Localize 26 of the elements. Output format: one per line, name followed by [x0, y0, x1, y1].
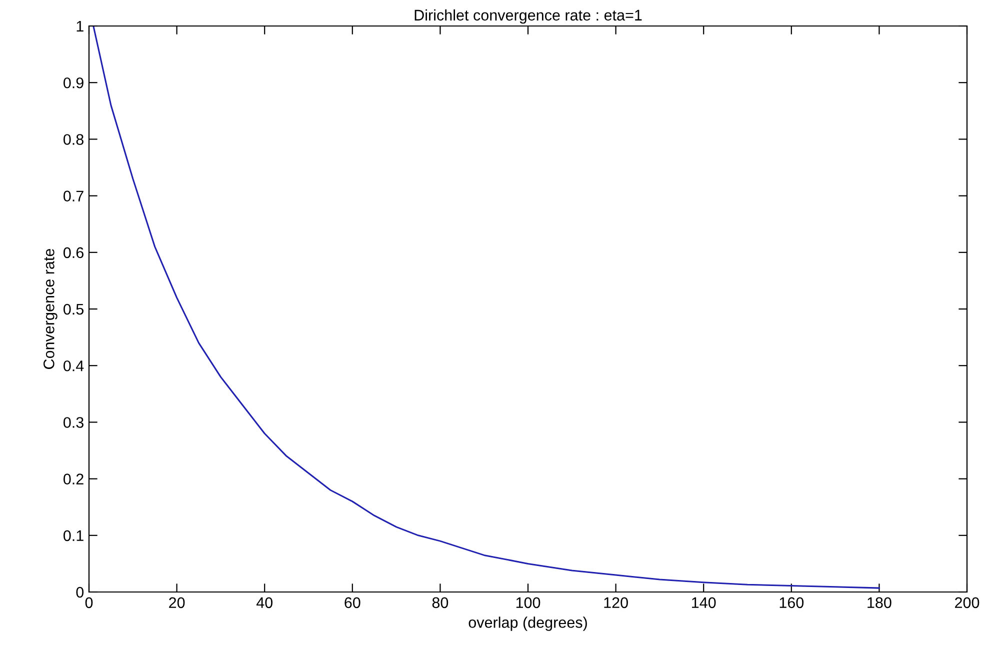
y-tick-label: 0.6	[64, 247, 84, 258]
x-axis-title: overlap (degrees)	[468, 616, 587, 631]
x-tick-label: 0	[85, 597, 93, 608]
y-tick-label: 0.3	[64, 417, 84, 428]
x-tick-label: 100	[516, 597, 540, 608]
y-tick-label: 1	[76, 21, 84, 32]
x-tick-label: 120	[604, 597, 628, 608]
y-tick-label: 0.9	[64, 77, 84, 88]
x-tick-label: 20	[169, 597, 185, 608]
x-tick-label: 60	[344, 597, 360, 608]
y-tick-label: 0.8	[64, 134, 84, 145]
y-tick-label: 0.4	[64, 360, 84, 372]
line-series	[92, 26, 880, 589]
y-tick-label: 0.2	[64, 474, 84, 484]
x-tick-label: 160	[780, 597, 804, 608]
x-tick-label: 200	[955, 597, 980, 608]
x-tick-label: 80	[432, 597, 448, 608]
y-tick-label: 0	[76, 586, 84, 598]
y-tick-label: 0.1	[64, 530, 84, 542]
x-tick-label: 140	[692, 597, 716, 608]
chart-title: Dirichlet convergence rate : eta=1	[414, 9, 642, 24]
y-tick-label: 0.7	[64, 190, 84, 202]
x-tick-label: 40	[256, 597, 272, 608]
x-tick-label: 180	[868, 597, 892, 608]
y-axis-title: Convergence rate	[44, 248, 58, 369]
y-tick-label: 0.5	[64, 304, 84, 315]
